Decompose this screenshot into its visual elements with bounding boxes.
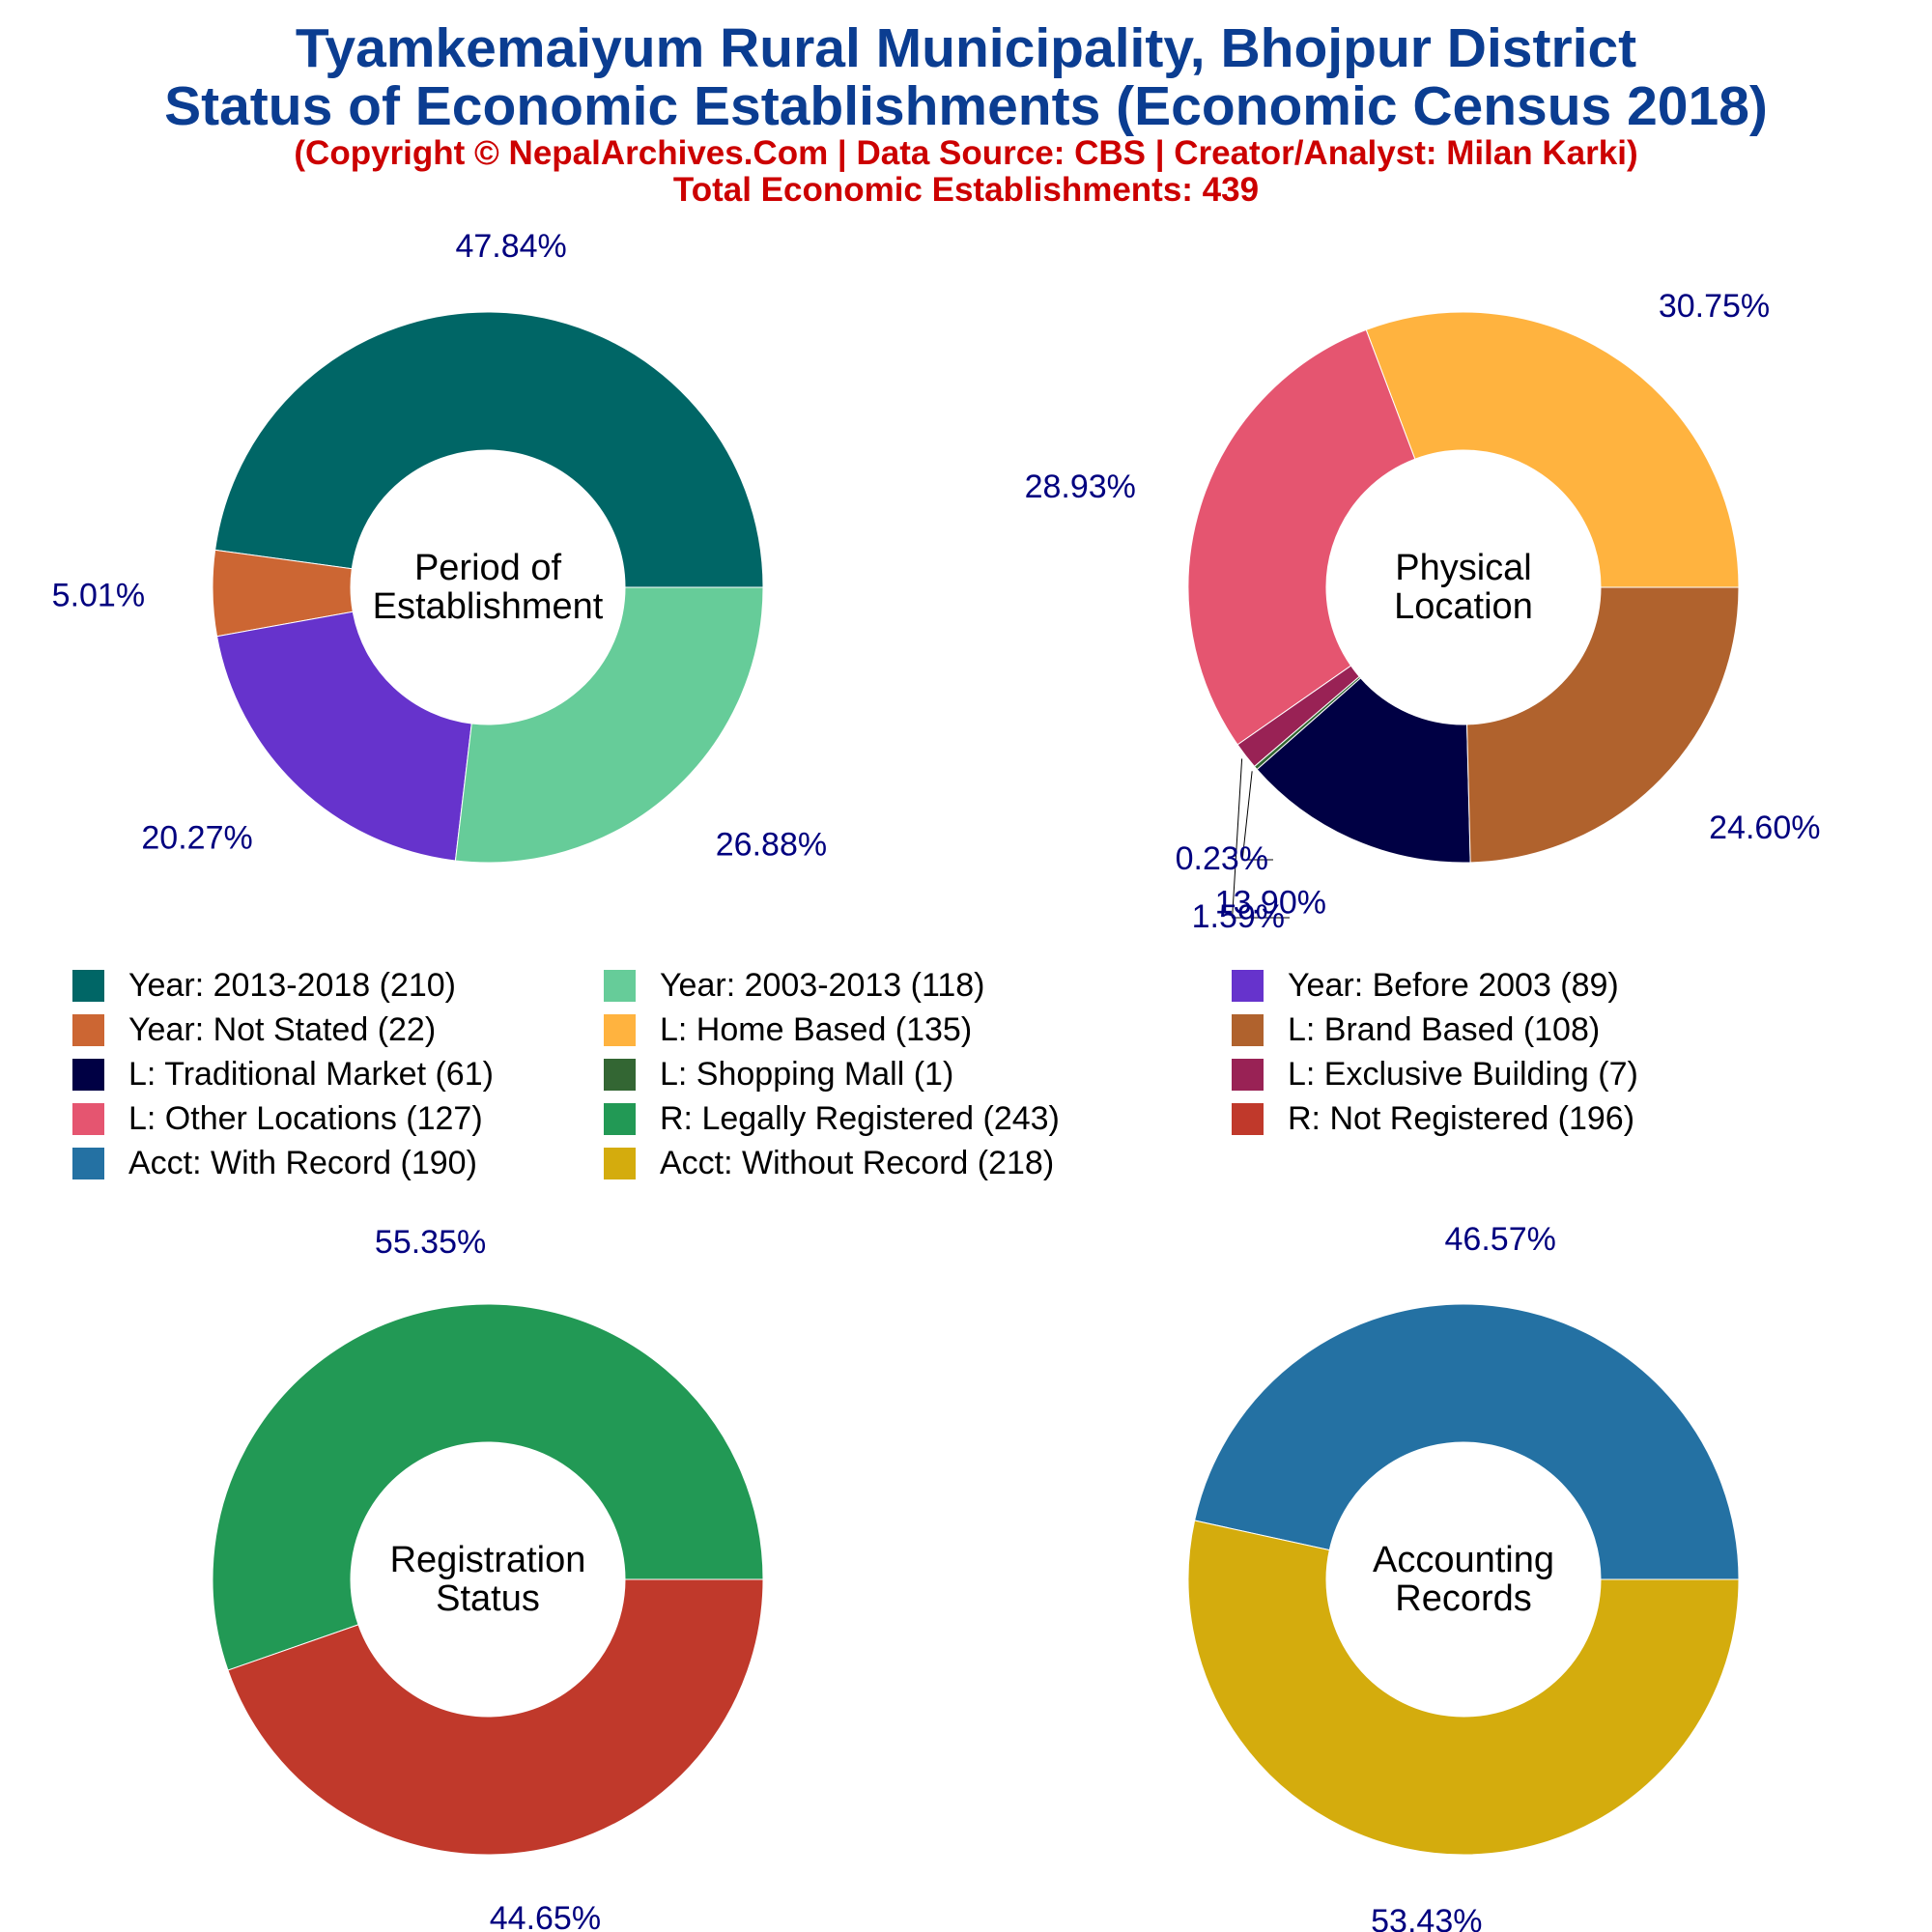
legend-label: Acct: With Record (190)	[128, 1144, 477, 1181]
slice-percent-label: 26.88%	[716, 826, 827, 863]
donut-slice	[1187, 328, 1416, 746]
legend-item: Acct: Without Record (218)	[604, 1144, 1054, 1182]
legend-swatch	[1232, 1013, 1264, 1046]
legend-item: L: Traditional Market (61)	[72, 1055, 494, 1094]
legend-swatch	[72, 1013, 104, 1046]
legend-label: L: Home Based (135)	[660, 1010, 973, 1048]
donut-slice	[227, 1578, 764, 1856]
legend-item: L: Home Based (135)	[604, 1010, 972, 1049]
legend-label: L: Brand Based (108)	[1288, 1010, 1601, 1048]
legend-item: Acct: With Record (190)	[72, 1144, 477, 1182]
legend-swatch	[604, 969, 636, 1002]
legend-swatch	[1232, 969, 1264, 1002]
slice-percent-label: 53.43%	[1371, 1903, 1482, 1932]
legend-swatch	[1232, 1102, 1264, 1135]
donut-center-label: Establishment	[373, 586, 604, 627]
label-leader-line	[1232, 758, 1290, 919]
legend-swatch	[72, 969, 104, 1002]
donut-slice	[1365, 311, 1740, 588]
legend-label: Year: 2013-2018 (210)	[128, 966, 457, 1004]
legend-swatch	[604, 1058, 636, 1091]
donut-slice	[1466, 586, 1740, 864]
donut-center-label: Status	[436, 1578, 540, 1619]
donut-slice	[454, 586, 764, 864]
legend-swatch	[604, 1102, 636, 1135]
donut-slice	[1194, 1303, 1740, 1580]
legend-label: L: Shopping Mall (1)	[660, 1055, 954, 1093]
slice-percent-label: 20.27%	[141, 820, 252, 857]
donut-center-label: Location	[1394, 586, 1533, 627]
legend-label: L: Traditional Market (61)	[128, 1055, 494, 1093]
slice-percent-label: 24.60%	[1709, 810, 1820, 846]
legend-swatch	[72, 1102, 104, 1135]
slice-percent-label: 28.93%	[1025, 469, 1136, 505]
legend-label: R: Legally Registered (243)	[660, 1099, 1060, 1137]
donut-center-label: Period of	[414, 548, 562, 588]
slice-percent-label: 5.01%	[52, 578, 145, 614]
slice-percent-label: 30.75%	[1659, 288, 1770, 325]
legend-swatch	[72, 1147, 104, 1179]
chart-subtitle-total: Total Economic Establishments: 439	[672, 171, 1260, 209]
slice-percent-label: 47.84%	[455, 228, 566, 265]
slice-percent-label: 13.90%	[1215, 884, 1326, 921]
slice-percent-label: 44.65%	[490, 1900, 601, 1932]
donut-slice	[1187, 1520, 1740, 1856]
legend-label: L: Other Locations (127)	[128, 1099, 483, 1137]
chart-title-line-2: Status of Economic Establishments (Econo…	[164, 75, 1768, 137]
legend-label: Year: 2003-2013 (118)	[660, 966, 985, 1004]
slice-percent-label: 0.23%	[1176, 840, 1268, 877]
legend-item: Year: Not Stated (22)	[72, 1010, 436, 1049]
legend-item: R: Not Registered (196)	[1232, 1099, 1634, 1138]
chart-title-line-1: Tyamkemaiyum Rural Municipality, Bhojpur…	[295, 17, 1637, 79]
donut-center-label: Registration	[390, 1540, 586, 1580]
legend-label: L: Exclusive Building (7)	[1288, 1055, 1638, 1093]
donut-center-label: Records	[1395, 1578, 1532, 1619]
legend-item: R: Legally Registered (243)	[604, 1099, 1060, 1138]
legend-swatch	[604, 1013, 636, 1046]
legend-item: L: Exclusive Building (7)	[1232, 1055, 1638, 1094]
donut-slice	[215, 611, 472, 862]
chart-header: Tyamkemaiyum Rural Municipality, Bhojpur…	[0, 19, 1932, 209]
slice-percent-label: 1.59%	[1192, 898, 1285, 935]
legend-swatch	[72, 1058, 104, 1091]
donut-slice	[1256, 677, 1471, 864]
donut-slice	[212, 1303, 764, 1671]
legend-swatch	[1232, 1058, 1264, 1091]
label-leader-line	[1241, 771, 1273, 861]
slice-percent-label: 55.35%	[375, 1224, 486, 1261]
slice-percent-label: 46.57%	[1445, 1221, 1556, 1258]
legend-label: R: Not Registered (196)	[1288, 1099, 1635, 1137]
legend-label: Acct: Without Record (218)	[660, 1144, 1055, 1181]
legend-label: Year: Before 2003 (89)	[1288, 966, 1619, 1004]
legend-swatch	[604, 1147, 636, 1179]
legend-item: Year: Before 2003 (89)	[1232, 966, 1619, 1005]
legend-item: L: Shopping Mall (1)	[604, 1055, 953, 1094]
legend-item: Year: 2003-2013 (118)	[604, 966, 984, 1005]
legend-item: L: Other Locations (127)	[72, 1099, 483, 1138]
donut-center-label: Physical	[1395, 548, 1532, 588]
donut-center-label: Accounting	[1373, 1540, 1554, 1580]
legend-item: L: Brand Based (108)	[1232, 1010, 1600, 1049]
legend-label: Year: Not Stated (22)	[128, 1010, 437, 1048]
chart-subtitle-copyright: (Copyright © NepalArchives.Com | Data So…	[294, 134, 1638, 172]
legend-item: Year: 2013-2018 (210)	[72, 966, 456, 1005]
donut-slice	[214, 311, 764, 588]
donut-chart: 47.84% 5.01% 20.27% 26.88% Period ofEstablis…	[52, 228, 827, 864]
donut-chart: 30.75% 28.93% 1.59% 0.23% 13.90% 24.60% Physic…	[1025, 288, 1821, 935]
